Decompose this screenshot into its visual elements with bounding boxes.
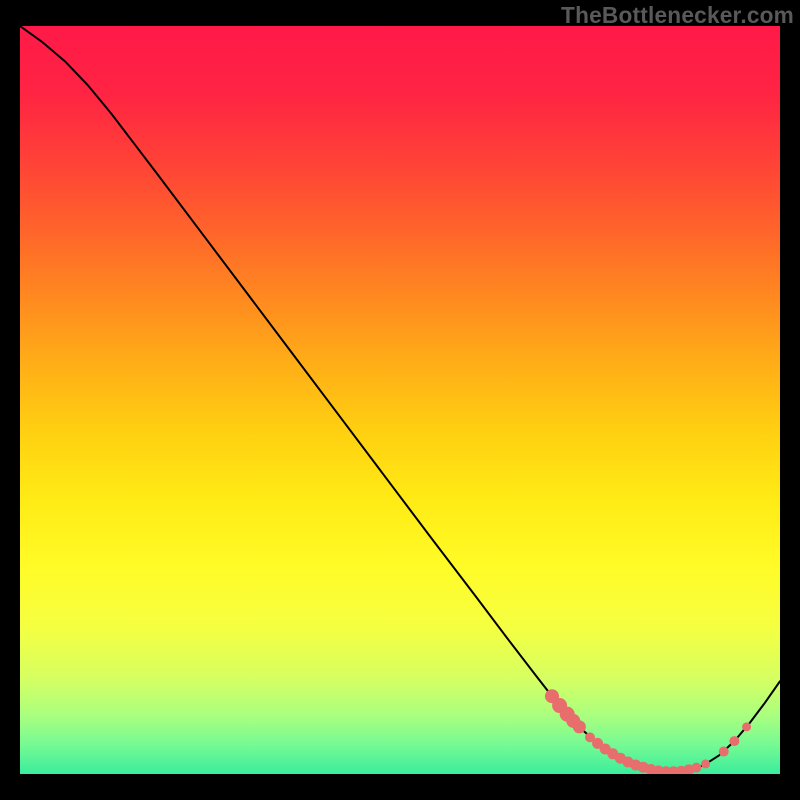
watermark-text: TheBottlenecker.com [561, 2, 794, 29]
data-marker [742, 722, 751, 731]
marker-group [545, 689, 751, 774]
data-marker [701, 759, 710, 768]
chart-svg [20, 26, 780, 774]
plot-area [20, 26, 780, 774]
data-marker [573, 720, 586, 733]
stage: TheBottlenecker.com [0, 0, 800, 800]
data-marker [729, 736, 739, 746]
bottleneck-curve [20, 26, 780, 772]
data-marker [691, 763, 701, 773]
data-marker [719, 747, 729, 757]
